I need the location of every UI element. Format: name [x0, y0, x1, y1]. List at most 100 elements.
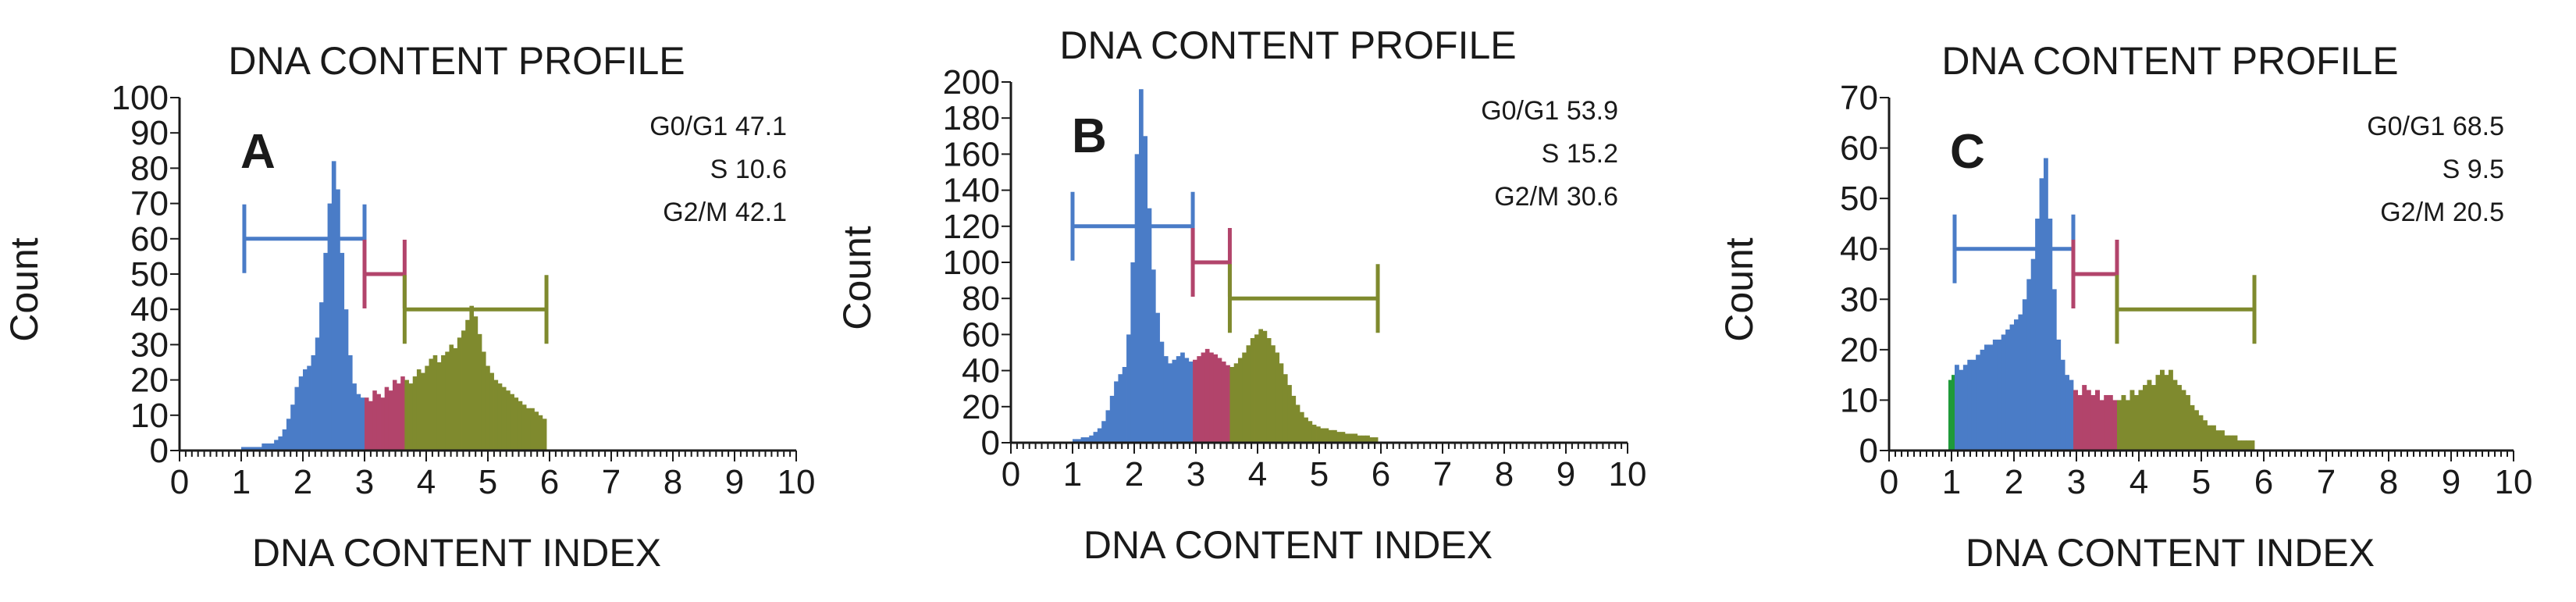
histogram-bar — [1976, 354, 1980, 451]
stat-label: S — [2443, 155, 2460, 184]
histogram-bar — [340, 252, 345, 451]
x-tick-label: 5 — [1310, 455, 1329, 493]
panel-label: A — [240, 125, 276, 179]
x-tick-label: 5 — [479, 463, 497, 501]
histogram-bar — [1076, 439, 1082, 443]
panel-label: C — [1950, 125, 1985, 179]
histogram-bar — [241, 447, 246, 451]
series-g2-m — [1229, 329, 1379, 443]
gate-g0-g1 — [1952, 214, 2076, 283]
x-tick-label: 6 — [540, 463, 559, 501]
x-tick-label: 10 — [2495, 463, 2533, 501]
histogram-bar — [1242, 352, 1247, 443]
stat-space — [2445, 112, 2452, 141]
histogram-bar — [1105, 410, 1111, 443]
histogram-bar — [2138, 390, 2144, 451]
histogram-bar — [1155, 312, 1160, 443]
histogram-bar — [457, 337, 462, 451]
histogram-bar — [1163, 356, 1169, 443]
x-tick-label: 7 — [1433, 455, 1452, 493]
stat-line: G0/G1 47.1 — [649, 112, 787, 141]
x-tick-label: 0 — [1880, 463, 1898, 501]
histogram-bar — [2241, 440, 2247, 451]
x-tick-label: 3 — [355, 463, 374, 501]
y-axis-label: Count — [2, 237, 46, 342]
histogram-bar — [2065, 375, 2069, 451]
stat-line: G0/G1 53.9 — [1481, 96, 1618, 126]
histogram-bar — [1204, 348, 1210, 443]
histogram-bar — [1089, 435, 1094, 443]
histogram-bar — [2211, 425, 2216, 451]
y-tick-label: 70 — [130, 185, 169, 223]
histogram-bar — [445, 351, 450, 451]
histogram-bar — [526, 408, 531, 451]
histogram-bar — [1299, 411, 1304, 443]
histogram-bar — [290, 404, 295, 451]
histogram-bar — [510, 394, 514, 451]
histogram-bar — [2044, 158, 2048, 451]
gate-g0-g1 — [242, 204, 367, 273]
x-tick-label: 0 — [170, 463, 189, 501]
histogram-bar — [2077, 394, 2083, 451]
histogram-bar — [1258, 329, 1263, 443]
histogram-bar — [1151, 269, 1156, 443]
panel-label: B — [1072, 109, 1107, 163]
y-tick-label: 160 — [943, 135, 1000, 173]
histogram-bar — [2147, 379, 2152, 451]
histogram-bar — [368, 401, 373, 451]
stat-line: G0/G1 68.5 — [2367, 112, 2504, 141]
histogram-bar — [2198, 415, 2204, 451]
histogram-bar — [2001, 334, 2006, 451]
x-tick-label: 8 — [1495, 455, 1514, 493]
histogram-bar — [1084, 437, 1090, 443]
histogram-bar — [497, 383, 503, 451]
histogram-bar — [269, 443, 275, 451]
x-tick-label: 1 — [232, 463, 251, 501]
y-tick-label: 10 — [1840, 381, 1878, 419]
histogram-bar — [1952, 375, 1955, 451]
histogram-bar — [400, 376, 405, 451]
histogram-bar — [469, 305, 474, 451]
histogram-bar — [1304, 417, 1308, 443]
histogram-bar — [1209, 352, 1214, 443]
series-s — [365, 376, 405, 451]
y-tick-label: 140 — [943, 172, 1000, 210]
chart-panel-c: 0 1 2 3 4 5 6 7 8 9 10 0 10 20 30 40 50 60 70 DNA CONTENT P… — [1717, 39, 2532, 575]
histogram-bar — [2090, 394, 2096, 451]
chart-title: DNA CONTENT PROFILE — [228, 39, 685, 83]
histogram-bar — [441, 354, 446, 451]
histogram-bar — [2018, 314, 2023, 451]
histogram-bar — [1126, 334, 1131, 443]
histogram-bar — [258, 447, 262, 451]
histogram-bar — [1344, 433, 1350, 443]
stat-value: 30.6 — [1567, 182, 1618, 212]
y-tick-label: 120 — [943, 208, 1000, 246]
histogram-bar — [1324, 428, 1329, 443]
histogram-bar — [408, 383, 414, 451]
histogram-bar — [1279, 363, 1284, 443]
histogram-bar — [2224, 435, 2229, 451]
histogram-bar — [1221, 362, 1226, 443]
y-tick-label: 50 — [130, 255, 169, 294]
histogram-bar — [473, 316, 479, 451]
histogram-bar — [530, 408, 535, 451]
y-tick-label: 70 — [1840, 79, 1878, 117]
histogram-bar — [1283, 374, 1288, 443]
histogram-bar — [1988, 344, 1994, 451]
histogram-bar — [1308, 421, 1313, 443]
histogram-bar — [1188, 362, 1194, 443]
histogram-bar — [1159, 341, 1165, 443]
histogram-bar — [2026, 279, 2032, 451]
series-g2-m — [2117, 369, 2255, 451]
gate-s — [1190, 228, 1232, 297]
histogram-bar — [2035, 218, 2040, 451]
histogram-bar — [2099, 400, 2105, 451]
series-g0-g1 — [241, 161, 365, 451]
x-tick-label: 8 — [664, 463, 682, 501]
histogram-bar — [465, 319, 470, 451]
histogram-bar — [1373, 437, 1379, 443]
series-g0-g1 — [1073, 89, 1194, 443]
stat-label: S — [710, 155, 728, 184]
y-tick-label: 0 — [981, 424, 1000, 462]
stat-value: 10.6 — [735, 155, 787, 184]
